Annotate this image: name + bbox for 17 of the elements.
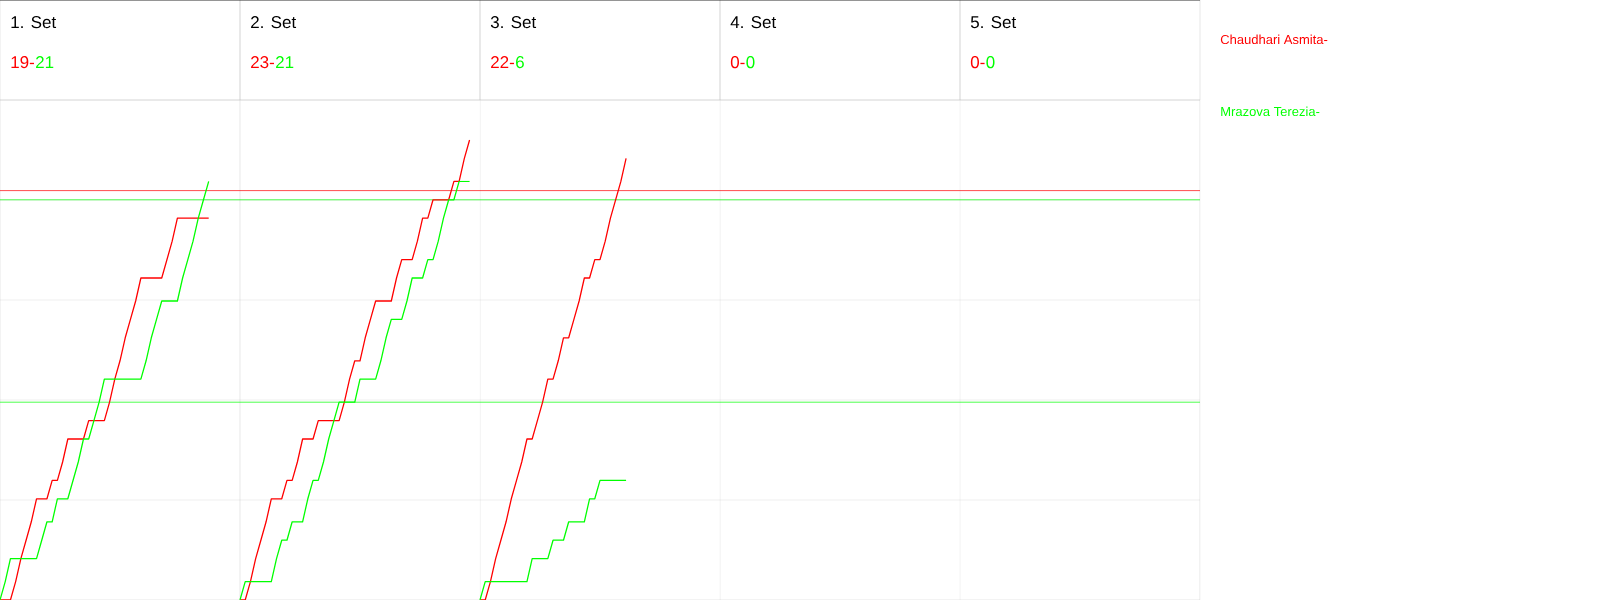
text: 6: [516, 56, 524, 69]
text: 0: [986, 56, 995, 69]
text: Chaudhari Asmita-: [1220, 34, 1328, 45]
text: 3. Set: [490, 16, 537, 29]
text: 22-: [491, 56, 515, 68]
text: 4. Set: [730, 16, 777, 29]
text: 19-: [11, 56, 35, 69]
text: 0: [746, 56, 755, 69]
text: 0-: [730, 56, 745, 69]
text: 23-: [251, 56, 275, 69]
text: 1. Set: [11, 16, 57, 29]
text: 21: [36, 56, 54, 68]
text: Mrazova Terezia-: [1221, 106, 1320, 117]
text: 5. Set: [970, 16, 1017, 29]
text: 0-: [970, 56, 985, 69]
text: 2. Set: [251, 16, 297, 29]
text: 21: [276, 56, 294, 68]
